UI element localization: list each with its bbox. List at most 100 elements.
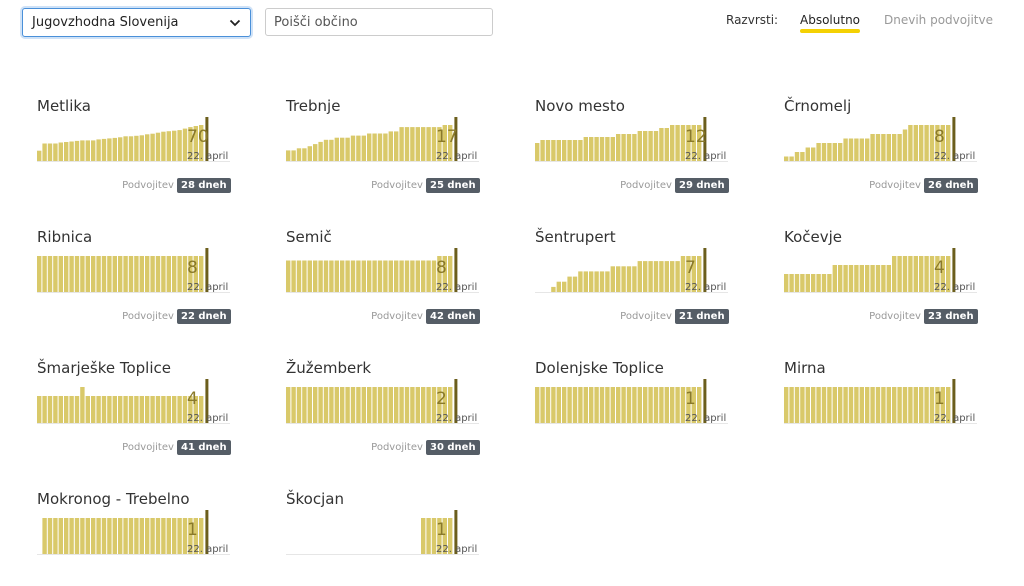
case-bar <box>123 518 128 554</box>
case-bar <box>182 518 188 554</box>
municipality-card[interactable]: Mirna 1 22. april <box>784 359 984 479</box>
case-bar <box>924 125 929 161</box>
municipality-card[interactable]: Novo mesto 12 22. april Podvojitev v 29 dneh <box>535 97 735 217</box>
case-bar <box>318 387 323 423</box>
case-bar <box>388 387 393 423</box>
municipality-card[interactable]: Škocjan 1 22. april <box>286 490 486 586</box>
date-label: 22. april <box>436 282 478 293</box>
case-bar <box>112 396 117 423</box>
case-bar <box>545 387 551 423</box>
case-bar <box>827 143 832 161</box>
case-bar <box>621 266 626 292</box>
case-bar <box>145 256 150 292</box>
case-bar <box>583 387 588 423</box>
case-bar <box>329 387 334 423</box>
case-bar <box>107 396 112 423</box>
sort-option-doubling[interactable]: Dnevih podvojitve <box>884 13 993 27</box>
case-bar <box>296 387 302 423</box>
case-bar <box>356 387 361 423</box>
case-bar <box>96 518 101 554</box>
case-bar <box>621 387 626 423</box>
case-bar <box>811 387 816 423</box>
case-bar <box>843 138 848 161</box>
case-bar <box>578 271 583 292</box>
case-bar <box>691 387 696 423</box>
municipality-card[interactable]: Dolenjske Toplice 1 22. april <box>535 359 735 479</box>
case-bar <box>800 387 805 423</box>
case-bar <box>80 387 85 423</box>
case-count: 12 <box>685 127 707 147</box>
case-bar <box>854 138 859 161</box>
case-bar <box>340 137 345 161</box>
case-bar <box>172 130 177 161</box>
case-bar <box>616 387 621 423</box>
case-bar <box>404 127 410 161</box>
case-bar <box>150 396 155 423</box>
current-day-marker <box>703 117 707 161</box>
case-bar <box>377 260 383 292</box>
municipality-card[interactable]: Črnomelj 8 22. april Podvojitev v 26 dneh <box>784 97 984 217</box>
case-bar <box>128 518 134 554</box>
case-bar <box>594 137 599 161</box>
case-bar <box>551 140 556 161</box>
case-bar <box>182 256 188 292</box>
region-select[interactable]: Jugovzhodna Slovenija <box>22 8 251 37</box>
case-bar <box>313 260 318 292</box>
municipality-card[interactable]: Šentrupert 7 22. april Podvojitev v 21 dneh <box>535 228 735 348</box>
municipality-card[interactable]: Žužemberk 2 22. april Podvojitev v 30 dneh <box>286 359 486 479</box>
case-bar <box>551 286 556 292</box>
case-bar <box>946 387 951 423</box>
municipality-card[interactable]: Kočevje 4 22. april Podvojitev v 23 dneh <box>784 228 984 348</box>
case-bar <box>643 131 648 161</box>
case-bar <box>929 256 935 292</box>
municipality-card[interactable]: Metlika 70 22. april Podvojitev v 28 dneh <box>37 97 237 217</box>
case-bar <box>145 134 150 161</box>
case-bar <box>42 256 47 292</box>
case-bar <box>859 138 864 161</box>
case-bar <box>621 134 626 161</box>
case-bar <box>686 387 691 423</box>
case-bar <box>313 387 318 423</box>
case-bar <box>69 396 74 423</box>
case-bar <box>188 518 193 554</box>
case-bar <box>827 387 832 423</box>
case-bar <box>881 387 886 423</box>
case-bar <box>653 131 659 161</box>
case-bar <box>42 518 47 554</box>
case-bar <box>431 260 437 292</box>
case-bar <box>394 387 399 423</box>
current-day-marker <box>205 248 209 292</box>
case-bar <box>134 256 139 292</box>
case-bar <box>442 125 447 161</box>
sort-option-absolute-label: Absolutno <box>800 13 861 27</box>
municipality-card[interactable]: Mokronog - Trebelno 1 22. april <box>37 490 237 586</box>
municipality-card[interactable]: Trebnje 17 22. april Podvojitev v 25 dneh <box>286 97 486 217</box>
case-bar <box>69 141 74 161</box>
case-bar <box>107 518 112 554</box>
case-bar <box>680 256 686 292</box>
date-label: 22. april <box>187 544 229 555</box>
case-bar <box>805 387 810 423</box>
case-bar <box>302 260 307 292</box>
case-bar <box>816 143 821 161</box>
case-bar <box>929 387 935 423</box>
case-bar <box>605 137 610 161</box>
case-bar <box>854 265 859 292</box>
case-bar <box>350 387 356 423</box>
current-day-marker <box>454 117 458 161</box>
sort-option-absolute[interactable]: Absolutno <box>800 13 861 33</box>
doubling-label: Podvojitev v <box>869 311 930 322</box>
case-bar <box>794 152 800 161</box>
region-select-value: Jugovzhodna Slovenija <box>32 15 179 30</box>
case-bar <box>91 396 96 423</box>
search-input[interactable] <box>265 8 493 36</box>
case-bar <box>367 260 372 292</box>
case-bar <box>827 274 832 292</box>
case-bar <box>648 131 653 161</box>
municipality-card[interactable]: Ribnica 8 22. april Podvojitev v 22 dneh <box>37 228 237 348</box>
case-bar <box>372 133 377 161</box>
municipality-name: Šmarješke Toplice <box>37 359 171 377</box>
municipality-card[interactable]: Semič 8 22. april Podvojitev v 42 dneh <box>286 228 486 348</box>
case-bar <box>578 140 583 161</box>
